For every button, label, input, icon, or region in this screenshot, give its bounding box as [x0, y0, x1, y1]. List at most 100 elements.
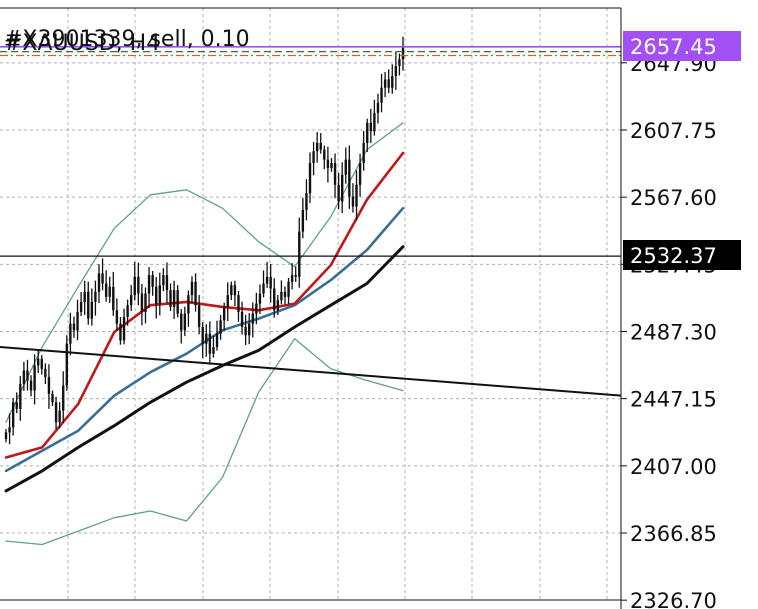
- candle-body: [326, 159, 330, 169]
- candle-body: [394, 66, 398, 77]
- candle-body: [54, 402, 58, 423]
- candle-body: [344, 159, 347, 175]
- plot-area: [0, 8, 621, 600]
- candle-body: [108, 286, 111, 297]
- candle-body: [8, 427, 11, 433]
- candle-body: [29, 380, 33, 391]
- candle-body: [33, 365, 36, 391]
- moving-averages: [4, 151, 405, 493]
- candle-body: [348, 159, 351, 197]
- candle-body: [355, 184, 358, 207]
- price-tick-label: 2487.30: [630, 321, 717, 345]
- candle-body: [287, 281, 290, 297]
- current-price-badge[interactable]: 2657.45: [623, 31, 741, 61]
- candle-body: [301, 209, 305, 232]
- price-tick-label: 2567.60: [630, 186, 717, 210]
- candle-body: [376, 102, 380, 113]
- candle-body: [308, 163, 312, 194]
- candle-body: [208, 333, 212, 354]
- hline-price-badge[interactable]: 2532.37: [623, 240, 741, 270]
- candle-body: [383, 79, 387, 88]
- candle-body: [226, 295, 229, 307]
- candle-body: [280, 291, 283, 301]
- grid: [0, 8, 621, 600]
- series-line: [5, 122, 404, 423]
- candle-body: [248, 323, 251, 336]
- candle-body: [122, 316, 126, 341]
- candle-body: [237, 295, 240, 312]
- candle-body: [201, 326, 204, 344]
- candle-body: [144, 293, 147, 312]
- candle-body: [283, 291, 287, 297]
- candle-body: [333, 163, 337, 185]
- candle-body: [126, 305, 129, 317]
- candle-body: [369, 122, 373, 132]
- candle-body: [11, 402, 15, 428]
- bollinger-bands: [5, 122, 404, 546]
- candle-body: [87, 291, 90, 319]
- candle-body: [94, 291, 97, 302]
- candle-body: [330, 163, 333, 169]
- candle-body: [215, 333, 219, 348]
- candle-body: [373, 112, 376, 132]
- candle-body: [197, 305, 201, 327]
- current-price-badge-box: [623, 31, 741, 61]
- candle-body: [147, 275, 151, 294]
- candle-body: [380, 87, 383, 103]
- candle-body: [337, 184, 340, 202]
- series-line: [4, 245, 405, 493]
- candle-body: [65, 343, 69, 386]
- candle-body: [47, 377, 51, 394]
- candle-body: [72, 323, 76, 331]
- candle-body: [172, 290, 176, 307]
- candle-body: [273, 288, 276, 311]
- hline-price-badge-box: [623, 240, 741, 270]
- candle-body: [79, 301, 83, 312]
- candle-body: [251, 313, 254, 324]
- candle-body: [294, 275, 297, 277]
- candle-body: [258, 293, 262, 304]
- candle-body: [62, 385, 65, 411]
- series-line: [5, 338, 404, 546]
- candle-body: [340, 174, 344, 202]
- candle-body: [15, 402, 18, 409]
- candle-body: [180, 313, 183, 331]
- candle-body: [97, 273, 101, 292]
- candle-body: [391, 76, 394, 88]
- candle-body: [230, 285, 233, 296]
- candle-body: [190, 281, 194, 296]
- candle-body: [19, 383, 22, 409]
- price-axis-ticks: 2647.902607.752567.602527.452487.302447.…: [621, 52, 717, 609]
- candle-body: [51, 393, 54, 403]
- candle-body: [119, 323, 122, 341]
- candle-body: [362, 142, 365, 164]
- candle-body: [319, 142, 322, 150]
- candle-body: [90, 301, 94, 319]
- candle-body: [36, 358, 40, 366]
- series-line: [4, 151, 405, 459]
- candle-body: [162, 275, 165, 286]
- candle-body: [187, 295, 190, 314]
- candle-body: [140, 293, 144, 312]
- candle-body: [104, 283, 108, 297]
- candle-body: [158, 285, 161, 304]
- candle-body: [129, 295, 133, 306]
- candle-body: [58, 410, 61, 423]
- candle-body: [151, 275, 154, 287]
- candle-body: [323, 149, 326, 160]
- candle-body: [233, 285, 237, 296]
- price-tick-label: 2447.15: [630, 388, 717, 412]
- candle-body: [83, 291, 86, 302]
- candle-body: [133, 276, 136, 296]
- candle-body: [76, 311, 79, 331]
- candle-body: [194, 281, 197, 306]
- series-line: [4, 206, 405, 473]
- candle-body: [176, 290, 179, 314]
- candle-body: [183, 313, 187, 331]
- candle-body: [244, 326, 247, 336]
- candle-body: [219, 320, 222, 334]
- candle-body: [22, 370, 26, 384]
- trend-line: [0, 346, 622, 397]
- candle-body: [351, 196, 355, 207]
